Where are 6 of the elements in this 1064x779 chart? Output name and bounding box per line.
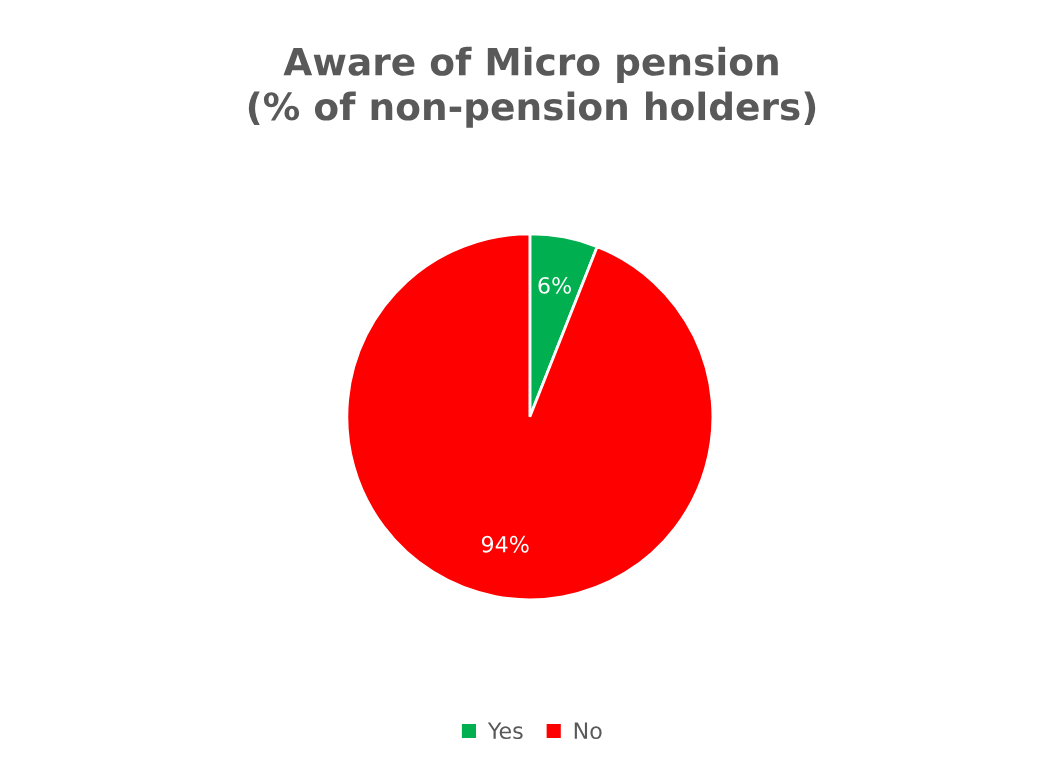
chart-title: Aware of Micro pension (% of non-pension holders) xyxy=(248,46,816,128)
data-label: 94% xyxy=(481,535,529,553)
pie-slice xyxy=(345,232,715,602)
legend-label: No xyxy=(574,722,602,740)
legend-label: Yes xyxy=(487,722,523,740)
data-label: 6% xyxy=(538,276,571,294)
